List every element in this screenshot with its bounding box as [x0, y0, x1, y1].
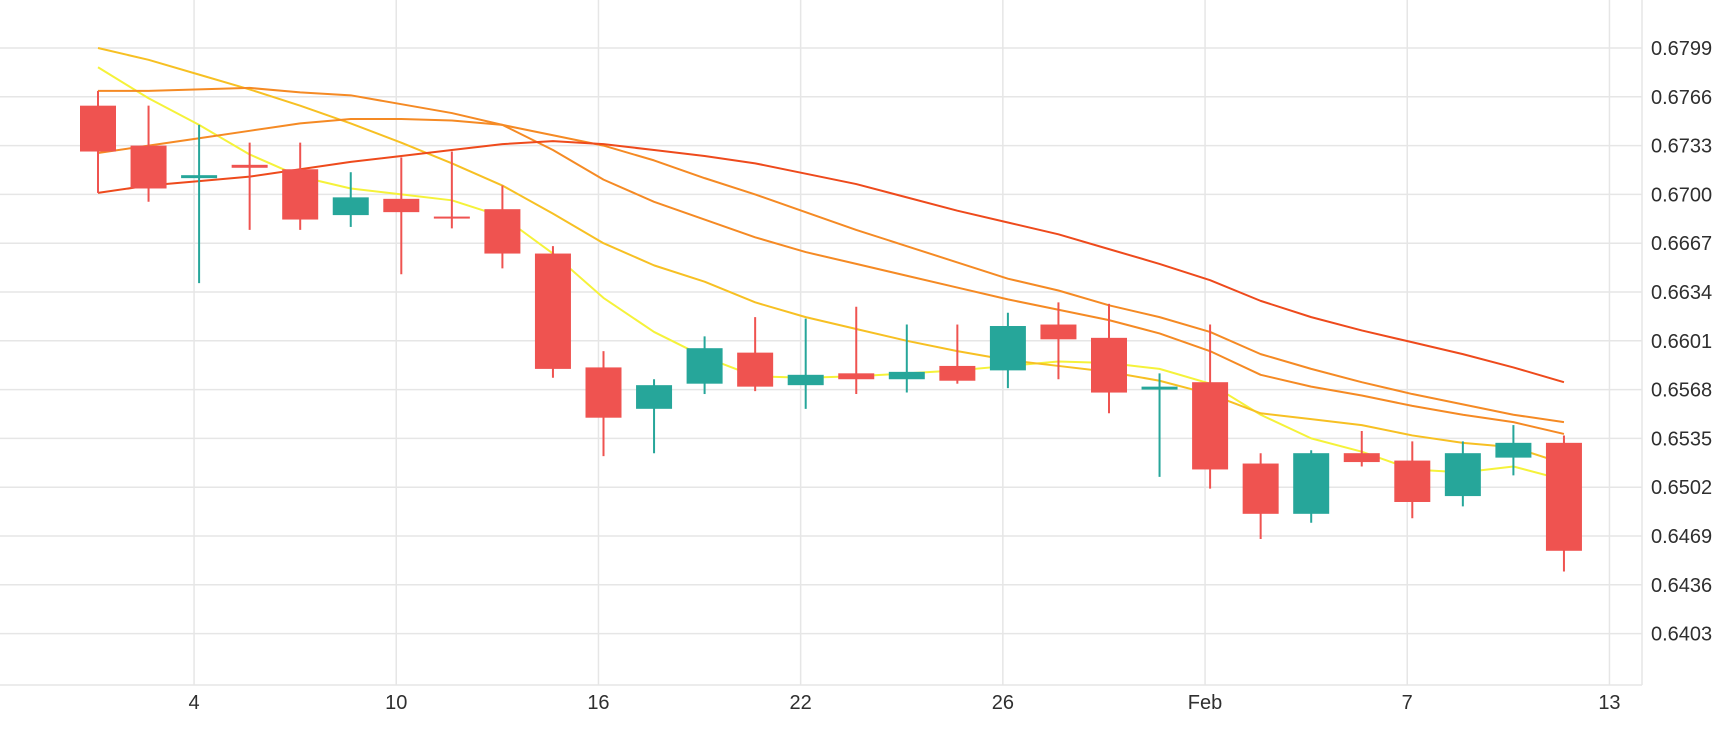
moving-average-line — [97, 117, 1565, 424]
y-tick-label: 0.6634 — [1651, 282, 1712, 304]
candle-body — [332, 197, 369, 216]
candle-body — [433, 216, 470, 219]
candle — [1192, 324, 1229, 489]
moving-average-line — [98, 86, 1565, 435]
candle — [534, 246, 571, 378]
candle-body — [585, 367, 622, 418]
candles — [80, 90, 1582, 572]
candle-body — [1091, 337, 1127, 393]
x-tick-label: Feb — [1188, 692, 1222, 714]
candle — [989, 312, 1026, 389]
x-tick-label: 13 — [1598, 692, 1620, 714]
candle-body — [737, 352, 774, 387]
candle — [1091, 303, 1127, 414]
candle — [1293, 450, 1330, 523]
y-tick-label: 0.6601 — [1651, 331, 1712, 353]
candle — [939, 324, 976, 384]
candle-body — [1141, 386, 1178, 390]
candle-body — [888, 371, 925, 380]
candle — [686, 336, 723, 395]
candle — [636, 379, 673, 454]
y-tick-label: 0.6436 — [1651, 575, 1712, 597]
moving-average-line — [97, 47, 1565, 465]
candle — [1040, 302, 1077, 380]
x-axis: 4 10 16 22 26 Feb 7 13 — [188, 692, 1620, 714]
candle-body — [838, 373, 875, 380]
moving-average-line — [97, 66, 1565, 481]
candle — [383, 157, 420, 275]
y-tick-label: 0.6766 — [1651, 87, 1712, 109]
candle-body — [282, 169, 319, 220]
candle — [1495, 425, 1532, 476]
x-tick-label: 16 — [587, 692, 609, 714]
candle-body — [181, 175, 218, 179]
candle-body — [130, 145, 167, 189]
candle — [838, 306, 875, 395]
candle-body — [383, 198, 420, 213]
y-tick-label: 0.6568 — [1651, 380, 1712, 402]
y-tick-label: 0.6502 — [1651, 477, 1712, 499]
candle — [787, 318, 824, 409]
y-tick-label: 0.6469 — [1651, 526, 1712, 548]
candle-body — [1242, 463, 1279, 514]
candle-body — [1394, 460, 1431, 502]
candle — [737, 317, 774, 392]
x-tick-label: 10 — [385, 692, 407, 714]
candle-body — [1293, 453, 1330, 514]
candle-body — [231, 164, 268, 168]
candle-body — [80, 105, 116, 152]
x-tick-label: 22 — [790, 692, 812, 714]
candle — [231, 142, 268, 230]
candle — [1394, 441, 1431, 519]
candle — [1343, 431, 1380, 467]
candle-body — [686, 348, 723, 384]
y-tick-label: 0.6535 — [1651, 428, 1712, 450]
candle — [332, 172, 369, 227]
candle-body — [1040, 324, 1077, 340]
candle-body — [1545, 442, 1582, 551]
candle — [130, 105, 167, 202]
y-tick-label: 0.6733 — [1651, 136, 1712, 158]
candle — [585, 351, 622, 457]
candle-body — [484, 209, 521, 254]
candle-body — [1444, 453, 1481, 497]
candle — [1444, 441, 1481, 507]
moving-average-line — [97, 140, 1565, 384]
x-tick-label: 26 — [992, 692, 1014, 714]
x-tick-label: 7 — [1402, 692, 1413, 714]
candle — [80, 90, 116, 193]
grid-lines — [0, 0, 1643, 686]
candle — [888, 324, 925, 393]
candle — [433, 151, 470, 229]
y-tick-label: 0.6667 — [1651, 233, 1712, 255]
candle — [181, 124, 218, 284]
candle — [282, 142, 319, 230]
y-tick-label: 0.6799 — [1651, 38, 1712, 60]
candle-body — [1343, 453, 1380, 463]
y-tick-label: 0.6700 — [1651, 184, 1712, 206]
y-axis: 0.6799 0.6766 0.6733 0.6700 0.6667 0.6634 0.66… — [1651, 38, 1712, 646]
y-tick-label: 0.6403 — [1651, 624, 1712, 646]
candle — [1242, 453, 1279, 539]
candle — [1545, 435, 1582, 572]
candle-body — [989, 326, 1026, 371]
candle-body — [939, 365, 976, 381]
candle — [484, 185, 521, 269]
candle-body — [1495, 442, 1532, 458]
candle-body — [1192, 382, 1229, 470]
candle-body — [534, 253, 571, 369]
candle-body — [636, 385, 673, 409]
candle — [1141, 373, 1178, 477]
x-tick-label: 4 — [188, 692, 199, 714]
moving-average-lines — [97, 47, 1565, 481]
candle-body — [787, 374, 824, 386]
